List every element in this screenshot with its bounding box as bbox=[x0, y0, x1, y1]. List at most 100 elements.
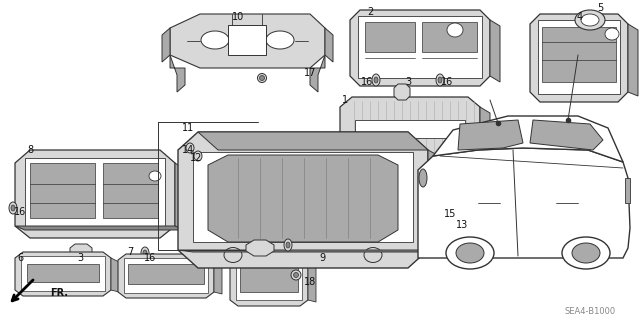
Polygon shape bbox=[490, 20, 500, 82]
Ellipse shape bbox=[431, 205, 441, 219]
Polygon shape bbox=[458, 120, 523, 150]
Polygon shape bbox=[70, 244, 92, 258]
Text: 4: 4 bbox=[577, 12, 583, 22]
Polygon shape bbox=[350, 10, 490, 86]
Polygon shape bbox=[178, 132, 428, 268]
Ellipse shape bbox=[294, 272, 298, 278]
Ellipse shape bbox=[286, 242, 290, 248]
Bar bbox=[625, 178, 630, 203]
Ellipse shape bbox=[257, 73, 266, 83]
Text: 18: 18 bbox=[304, 277, 316, 287]
Bar bbox=[358, 16, 482, 78]
Polygon shape bbox=[530, 120, 603, 150]
Text: FR.: FR. bbox=[50, 288, 68, 298]
Bar bbox=[128, 264, 204, 284]
Ellipse shape bbox=[66, 260, 74, 272]
Bar bbox=[422, 22, 477, 52]
Bar bbox=[124, 258, 208, 293]
Bar bbox=[27, 264, 99, 282]
Polygon shape bbox=[628, 24, 638, 96]
Ellipse shape bbox=[374, 77, 378, 83]
Bar bbox=[542, 27, 616, 82]
Ellipse shape bbox=[572, 243, 600, 263]
Ellipse shape bbox=[149, 171, 161, 181]
Text: 3: 3 bbox=[405, 77, 411, 87]
Polygon shape bbox=[15, 150, 175, 238]
Bar bbox=[103, 163, 158, 218]
Polygon shape bbox=[170, 14, 325, 68]
Ellipse shape bbox=[266, 31, 294, 49]
Bar bbox=[365, 22, 415, 52]
Polygon shape bbox=[418, 148, 630, 258]
Ellipse shape bbox=[284, 239, 292, 251]
Ellipse shape bbox=[419, 169, 427, 187]
Polygon shape bbox=[310, 55, 325, 92]
Ellipse shape bbox=[456, 243, 484, 263]
Ellipse shape bbox=[364, 248, 382, 263]
Ellipse shape bbox=[259, 76, 264, 80]
Ellipse shape bbox=[605, 28, 619, 40]
Text: 12: 12 bbox=[190, 153, 202, 163]
Polygon shape bbox=[230, 254, 308, 306]
Text: 3: 3 bbox=[77, 253, 83, 263]
Polygon shape bbox=[178, 250, 443, 252]
Polygon shape bbox=[340, 97, 480, 165]
Ellipse shape bbox=[438, 77, 442, 83]
Polygon shape bbox=[118, 254, 214, 298]
Polygon shape bbox=[198, 132, 428, 150]
Text: 16: 16 bbox=[14, 207, 26, 217]
Polygon shape bbox=[530, 14, 628, 102]
Polygon shape bbox=[394, 84, 410, 100]
Polygon shape bbox=[162, 28, 170, 62]
Polygon shape bbox=[111, 258, 119, 292]
Text: 6: 6 bbox=[17, 253, 23, 263]
Text: 16: 16 bbox=[361, 77, 373, 87]
Text: 10: 10 bbox=[232, 12, 244, 22]
Ellipse shape bbox=[186, 143, 194, 153]
Text: 1: 1 bbox=[342, 95, 348, 105]
Ellipse shape bbox=[436, 74, 444, 86]
Ellipse shape bbox=[575, 10, 605, 30]
Polygon shape bbox=[15, 252, 111, 296]
Polygon shape bbox=[214, 260, 222, 294]
Ellipse shape bbox=[291, 270, 301, 280]
Polygon shape bbox=[325, 28, 333, 62]
Polygon shape bbox=[175, 163, 185, 230]
Bar bbox=[355, 120, 465, 138]
Bar bbox=[21, 256, 105, 291]
Ellipse shape bbox=[447, 23, 463, 37]
Ellipse shape bbox=[224, 248, 242, 263]
Text: 16: 16 bbox=[144, 253, 156, 263]
Text: 11: 11 bbox=[182, 123, 194, 133]
Text: 9: 9 bbox=[319, 253, 325, 263]
Polygon shape bbox=[208, 155, 398, 242]
Text: 14: 14 bbox=[182, 145, 194, 155]
Text: 7: 7 bbox=[127, 247, 133, 257]
Bar bbox=[538, 20, 620, 94]
Text: SEA4-B1000: SEA4-B1000 bbox=[564, 308, 616, 316]
Ellipse shape bbox=[141, 247, 149, 259]
Polygon shape bbox=[15, 226, 185, 230]
Ellipse shape bbox=[581, 14, 599, 26]
Polygon shape bbox=[246, 240, 274, 256]
Bar bbox=[236, 258, 302, 300]
Text: 15: 15 bbox=[444, 209, 456, 219]
Polygon shape bbox=[433, 116, 623, 162]
Bar bbox=[193, 152, 413, 242]
Bar bbox=[25, 158, 165, 228]
Text: 8: 8 bbox=[27, 145, 33, 155]
Ellipse shape bbox=[143, 250, 147, 256]
Polygon shape bbox=[170, 55, 185, 92]
Text: 17: 17 bbox=[304, 68, 316, 78]
Ellipse shape bbox=[11, 205, 15, 211]
Ellipse shape bbox=[562, 237, 610, 269]
Ellipse shape bbox=[441, 221, 451, 235]
Polygon shape bbox=[480, 107, 490, 159]
Ellipse shape bbox=[68, 263, 72, 269]
Polygon shape bbox=[428, 150, 443, 252]
Ellipse shape bbox=[201, 31, 229, 49]
Text: 16: 16 bbox=[441, 77, 453, 87]
Text: 5: 5 bbox=[597, 3, 603, 13]
Text: 13: 13 bbox=[456, 220, 468, 230]
Ellipse shape bbox=[446, 237, 494, 269]
